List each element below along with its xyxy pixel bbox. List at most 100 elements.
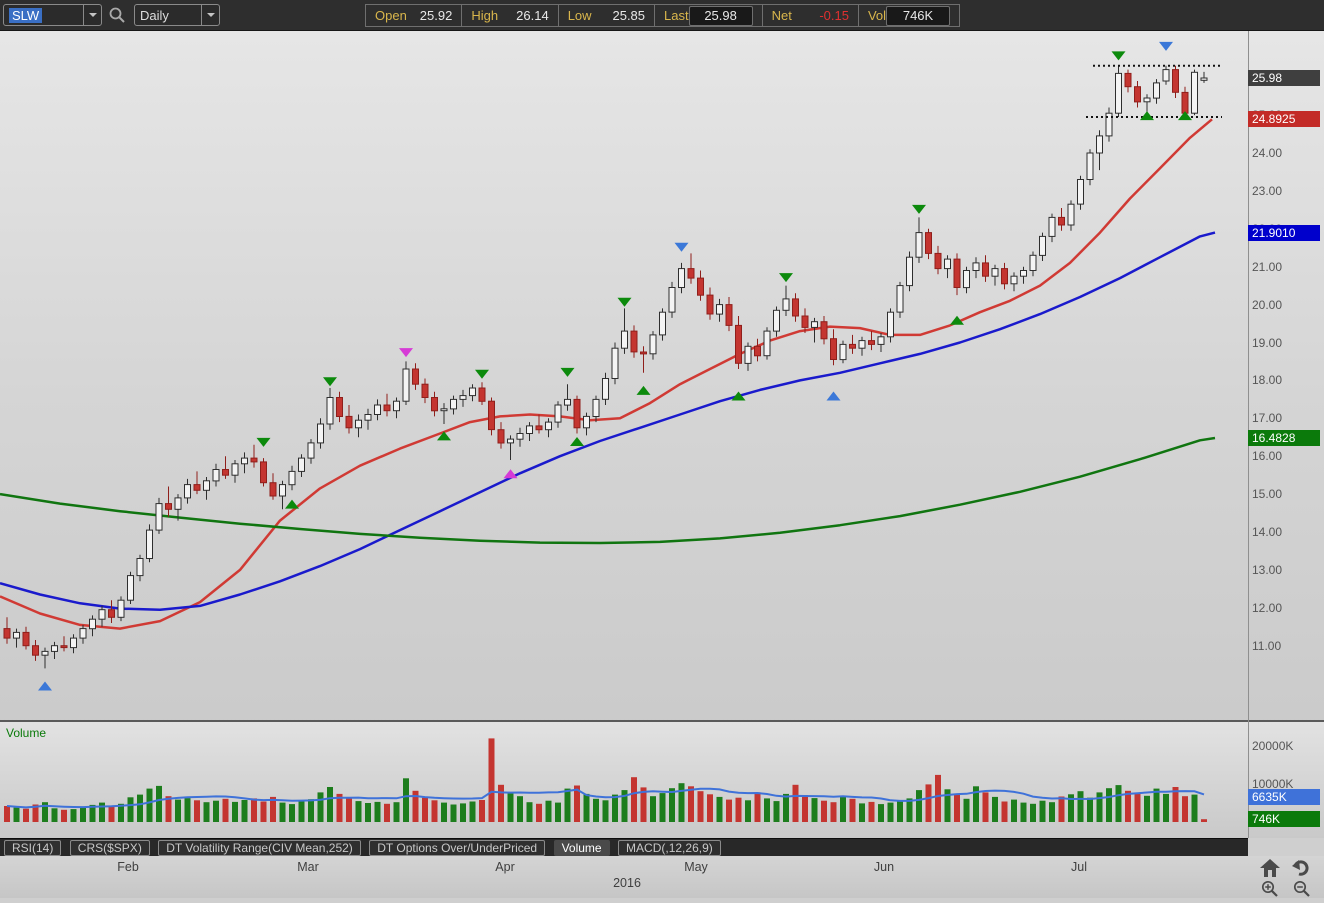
volume-bar (1030, 803, 1036, 822)
volume-bar (507, 793, 514, 822)
volume-bar (1068, 794, 1074, 822)
symbol-dropdown-arrow-icon[interactable] (83, 5, 101, 25)
time-axis: Feb Mar Apr May Jun Jul 2016 (0, 856, 1324, 898)
tab-dt-options[interactable]: DT Options Over/UnderPriced (369, 840, 546, 856)
tab-rsi[interactable]: RSI(14) (4, 840, 62, 856)
volume-bar (80, 807, 86, 822)
up-triangle-marker-green (731, 391, 746, 401)
candle-up (782, 298, 790, 311)
volume-bar (1049, 802, 1055, 822)
volume-bar (298, 800, 305, 822)
volume-bar (821, 800, 827, 822)
quote-low: Low 25.85 (557, 5, 654, 26)
undo-icon[interactable] (1290, 858, 1310, 882)
up-triangle-marker-green (950, 315, 964, 325)
price-tick: 16.00 (1252, 449, 1283, 464)
timeframe-dropdown-arrow-icon[interactable] (201, 5, 219, 25)
volume-bar (916, 790, 922, 822)
price-axis[interactable]: 25.0024.0023.0022.0021.0020.0019.0018.00… (1248, 31, 1324, 838)
candle-up (155, 503, 163, 531)
volume-bar (70, 809, 77, 822)
volume-bar (165, 796, 172, 822)
candle-up (317, 423, 324, 444)
candle-down (250, 457, 258, 463)
volume-bar (51, 808, 58, 822)
candle-up (1048, 216, 1056, 237)
tab-dt-volatility-range[interactable]: DT Volatility Range(CIV Mean,252) (158, 840, 361, 856)
low-value: 25.85 (612, 8, 646, 23)
candle-down (687, 268, 695, 279)
candle-up (611, 347, 619, 380)
candle-up (241, 457, 248, 465)
zoom-out-icon[interactable] (1293, 880, 1311, 903)
candle-up (51, 645, 58, 652)
home-icon[interactable] (1259, 858, 1281, 883)
candle-up (621, 330, 628, 349)
volume-bar (811, 798, 818, 822)
volume-bar (669, 788, 675, 822)
tab-crs[interactable]: CRS($SPX) (69, 840, 150, 856)
candle-up (231, 463, 239, 476)
volume-bar (887, 802, 894, 822)
year-label: 2016 (613, 876, 641, 890)
volume-bar (498, 784, 504, 822)
tab-macd[interactable]: MACD(,12,26,9) (618, 840, 721, 856)
candle-up (146, 529, 153, 559)
price-tick: 19.00 (1252, 335, 1283, 350)
volume-bar (32, 804, 39, 822)
up-triangle-marker-green (570, 437, 584, 447)
candle-down (1124, 72, 1132, 88)
month-label-may: May (684, 860, 708, 874)
candle-up (554, 404, 562, 423)
symbol-input[interactable]: SLW (4, 7, 83, 23)
volume-bar (517, 796, 523, 822)
volume-bar (146, 788, 153, 822)
candle-up (991, 268, 999, 277)
volume-bar (99, 802, 105, 822)
candle-down (706, 294, 714, 315)
candle-up (469, 387, 476, 397)
candle-down (1134, 86, 1141, 103)
candle-up (184, 484, 191, 499)
up-triangle-marker-green (636, 385, 651, 395)
timeframe-combo[interactable]: Daily (134, 4, 220, 26)
volume-bar (241, 800, 248, 822)
candle-down (1172, 69, 1179, 93)
candle-up (659, 311, 666, 336)
quote-open: Open 25.92 (366, 5, 461, 26)
volume-bar (194, 800, 200, 822)
volume-bar (1058, 796, 1065, 822)
price-tick: 13.00 (1252, 562, 1283, 577)
candle-up (440, 408, 448, 412)
candle-down (165, 503, 172, 510)
up-triangle-marker-green (1140, 111, 1154, 121)
tab-volume[interactable]: Volume (553, 840, 610, 856)
price-chart-canvas[interactable] (0, 31, 1324, 838)
volume-bar (127, 797, 134, 822)
quote-last: Last 25.98 (654, 5, 762, 26)
symbol-value[interactable]: SLW (9, 7, 43, 23)
down-triangle-marker-green (912, 204, 926, 214)
candle-down (982, 262, 989, 277)
candle-up (763, 330, 771, 357)
candle-down (32, 645, 39, 656)
price-tick: 21.00 (1252, 259, 1283, 274)
volume-bar (279, 802, 286, 822)
volume-bar (203, 802, 210, 822)
pane-divider[interactable] (0, 720, 1324, 722)
last-value: 25.98 (688, 5, 753, 26)
symbol-combo[interactable]: SLW (3, 4, 102, 26)
candle-up (117, 599, 125, 618)
volume-bar (441, 802, 447, 822)
candle-up (402, 368, 410, 402)
candle-up (649, 334, 657, 355)
ma-fast-red (0, 118, 1213, 630)
search-icon[interactable] (106, 5, 128, 25)
volume-bar (42, 802, 48, 822)
volume-bar (650, 796, 656, 822)
candle-up (1115, 72, 1122, 114)
candle-up (906, 256, 913, 287)
up-triangle-marker-blue (826, 391, 841, 401)
zoom-in-icon[interactable] (1261, 880, 1279, 903)
volume-bar (89, 804, 96, 822)
